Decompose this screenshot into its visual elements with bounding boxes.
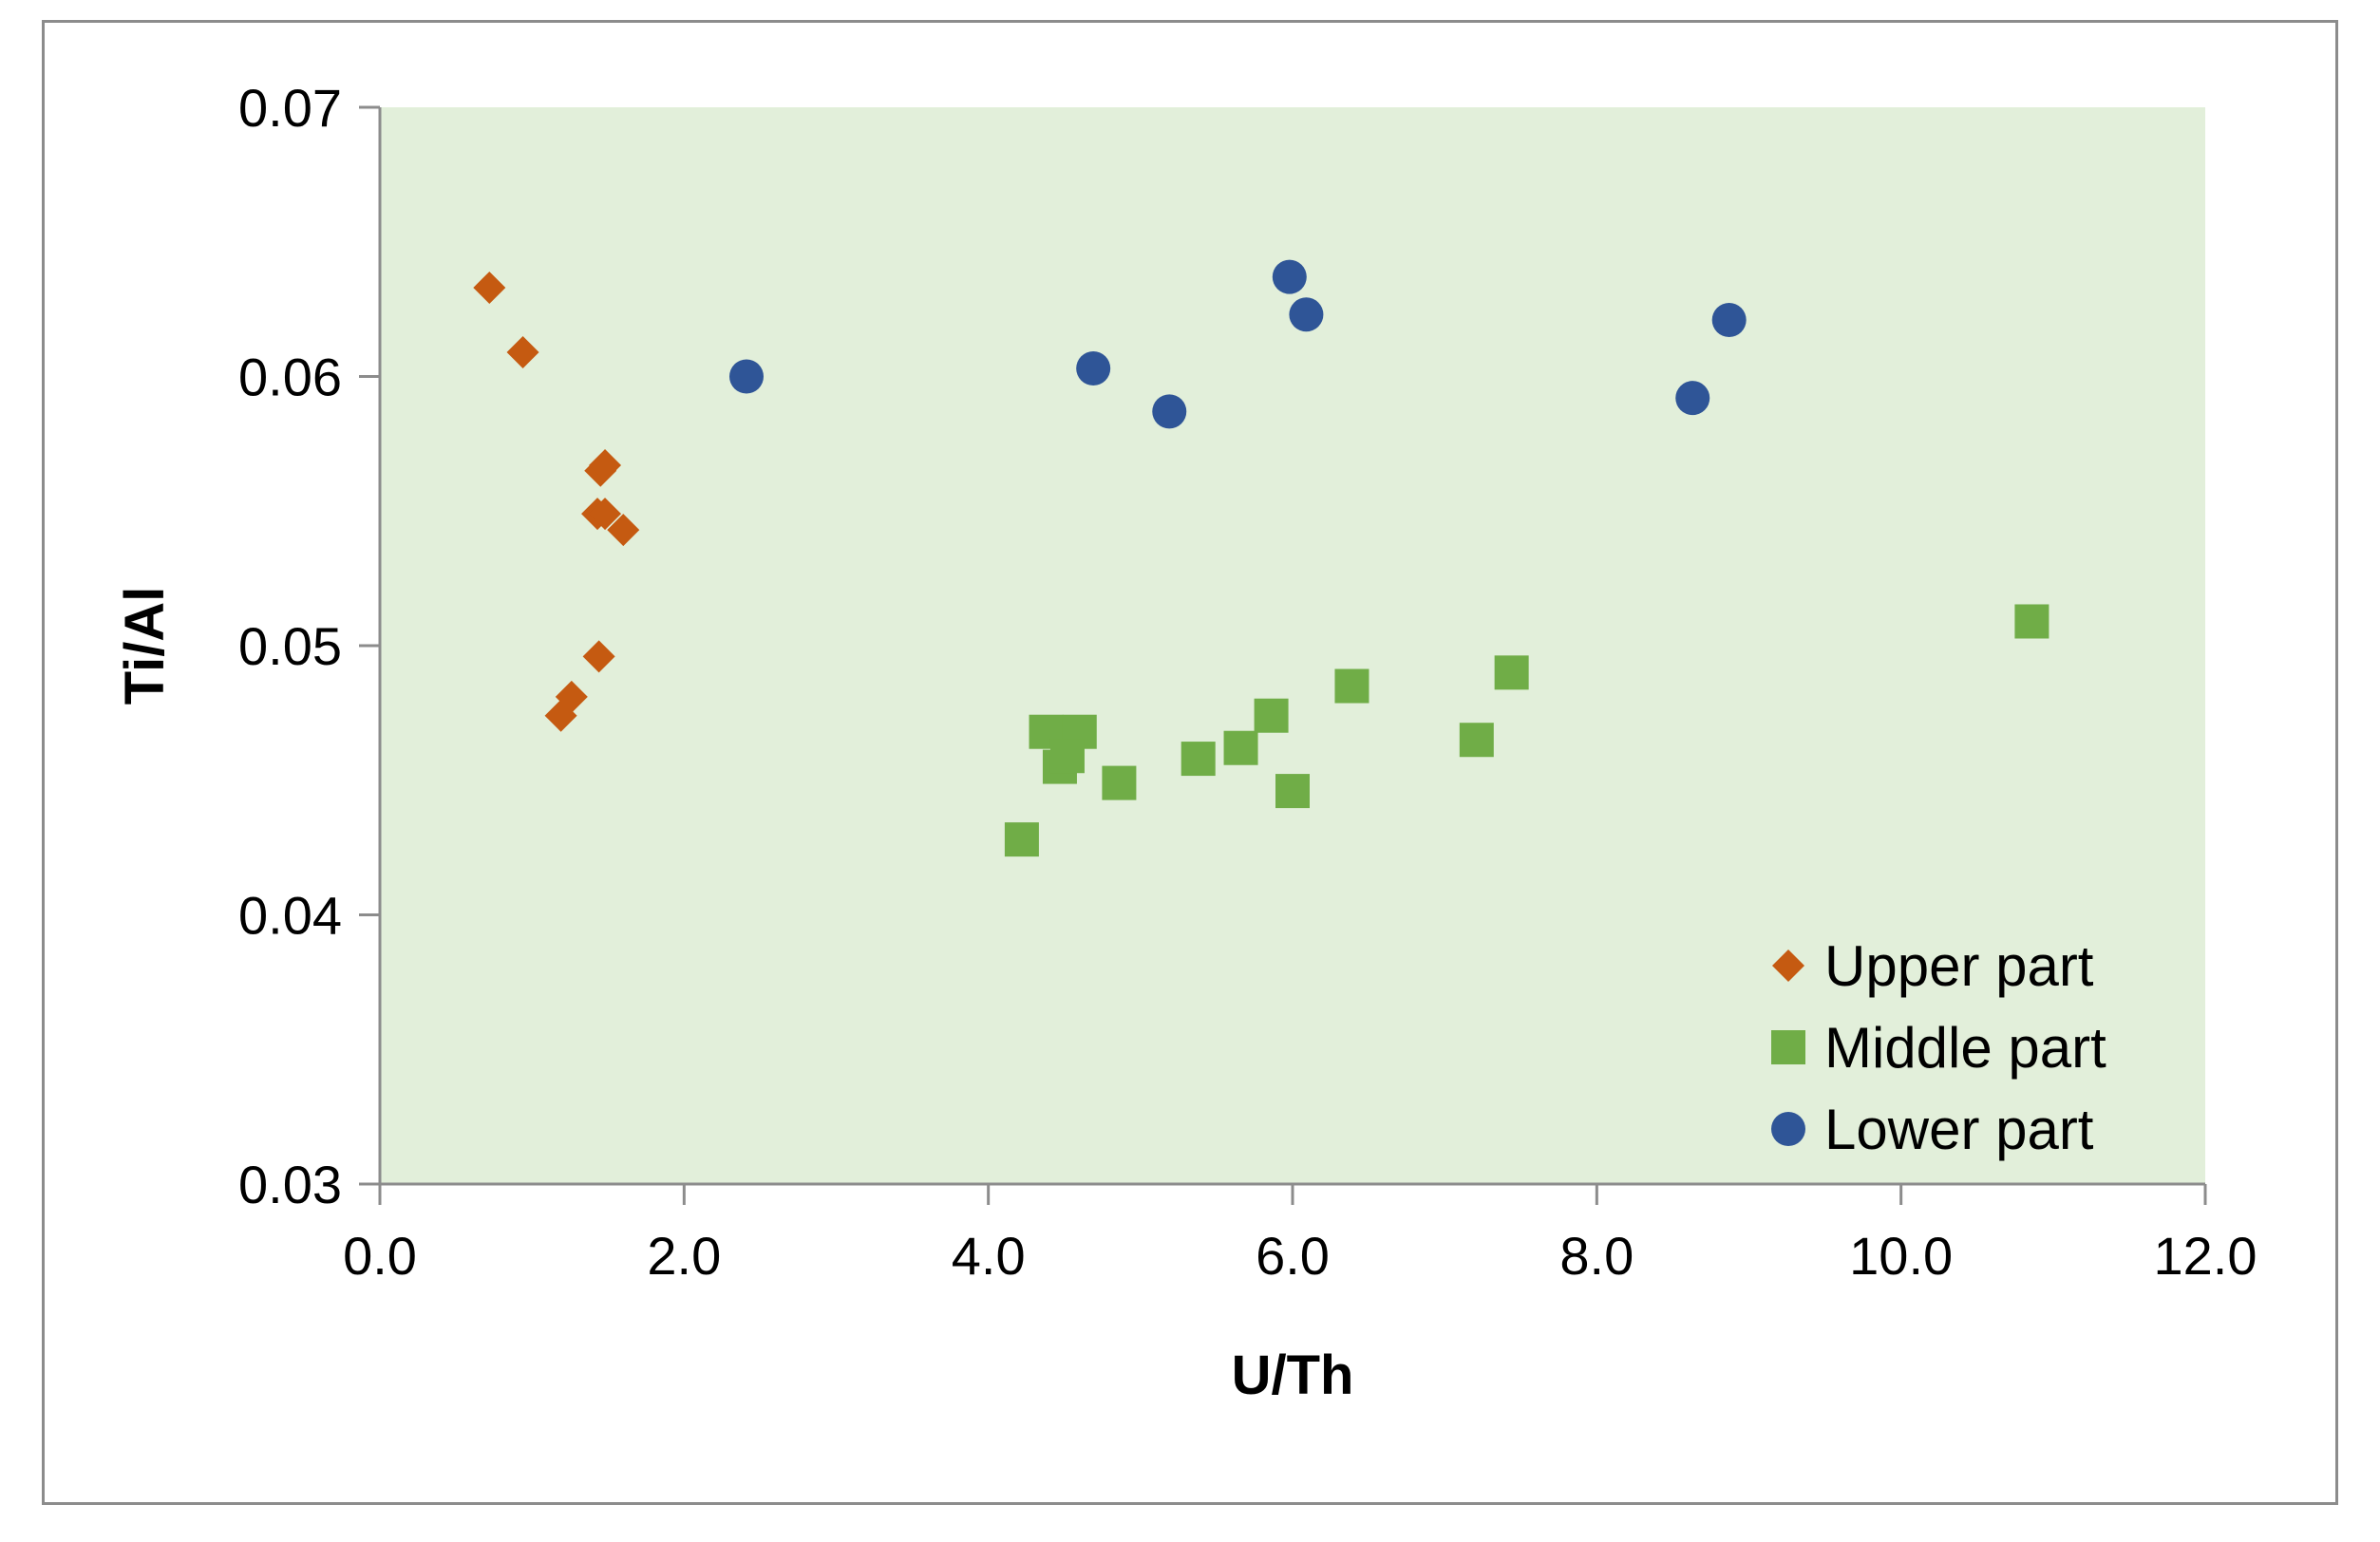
data-point-upper-part bbox=[473, 271, 506, 304]
data-point-lower-part bbox=[1675, 381, 1710, 416]
x-tick-label: 10.0 bbox=[1849, 1226, 1953, 1286]
data-point-lower-part bbox=[1152, 394, 1187, 429]
x-tick-label: 4.0 bbox=[952, 1226, 1026, 1286]
data-points bbox=[473, 259, 2049, 857]
data-point-middle-part bbox=[1004, 822, 1039, 857]
x-tick-label: 6.0 bbox=[1256, 1226, 1330, 1286]
legend: Upper part Middle part Lower part bbox=[1771, 934, 2106, 1161]
data-point-lower-part bbox=[1711, 302, 1747, 337]
data-point-middle-part bbox=[1049, 739, 1085, 774]
data-point-lower-part bbox=[1272, 259, 1307, 294]
y-tick-label: 0.04 bbox=[238, 886, 342, 946]
legend-label-upper-part: Upper part bbox=[1824, 934, 2094, 998]
y-tick-label: 0.07 bbox=[238, 78, 342, 138]
x-tick-label: 0.0 bbox=[343, 1226, 417, 1286]
data-point-upper-part bbox=[582, 640, 615, 673]
data-point-upper-part bbox=[544, 699, 577, 732]
y-tick-label: 0.03 bbox=[238, 1155, 342, 1214]
x-tick-label: 12.0 bbox=[2154, 1226, 2257, 1286]
y-tick-label: 0.06 bbox=[238, 348, 342, 407]
data-point-middle-part bbox=[1254, 698, 1289, 733]
data-point-middle-part bbox=[1334, 668, 1369, 704]
data-point-upper-part bbox=[506, 335, 539, 368]
legend-marker-upper-part bbox=[1772, 950, 1804, 982]
x-tick-label: 8.0 bbox=[1559, 1226, 1634, 1286]
y-tick-label: 0.05 bbox=[238, 616, 342, 676]
data-point-upper-part bbox=[589, 498, 622, 531]
data-point-upper-part bbox=[589, 449, 622, 482]
data-point-middle-part bbox=[1181, 742, 1216, 777]
y-axis-title: Ti/Al bbox=[114, 587, 176, 705]
x-tick-label: 2.0 bbox=[647, 1226, 721, 1286]
data-point-lower-part bbox=[729, 359, 765, 394]
data-point-middle-part bbox=[1223, 730, 1258, 765]
data-point-middle-part bbox=[1494, 655, 1529, 690]
data-point-lower-part bbox=[1076, 350, 1111, 386]
legend-label-middle-part: Middle part bbox=[1824, 1016, 2106, 1080]
legend-label-lower-part: Lower part bbox=[1824, 1098, 2094, 1161]
data-point-middle-part bbox=[1275, 774, 1310, 809]
data-point-middle-part bbox=[1102, 765, 1137, 800]
data-point-middle-part bbox=[1459, 723, 1494, 758]
legend-marker-lower-part bbox=[1771, 1112, 1805, 1146]
axes: 0.03 0.04 0.05 0.06 0.07 0.0 2.0 4.0 6.0 8.0 10.0 1… bbox=[238, 78, 2257, 1286]
data-point-middle-part bbox=[2014, 604, 2049, 639]
legend-marker-middle-part bbox=[1771, 1030, 1805, 1064]
x-axis-title: U/Th bbox=[1232, 1345, 1354, 1406]
data-point-lower-part bbox=[1289, 297, 1324, 332]
data-point-upper-part bbox=[607, 514, 640, 547]
